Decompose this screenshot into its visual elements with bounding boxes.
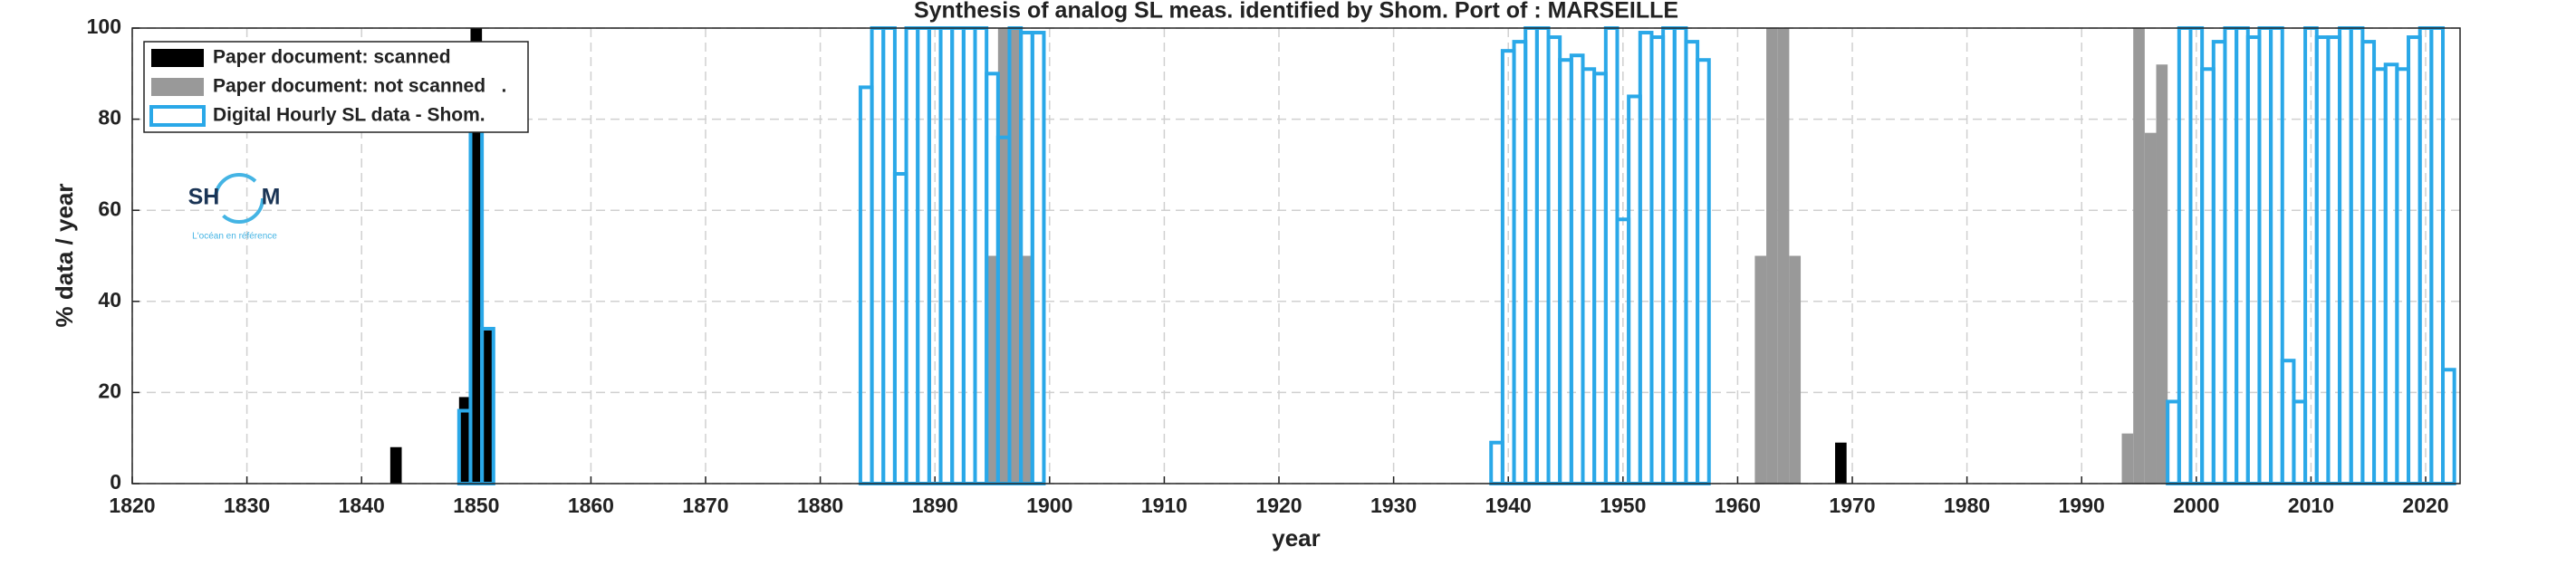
logo-tagline: L'océan en référence [192, 232, 277, 242]
y-tick-label: 60 [98, 197, 121, 220]
bar [1021, 255, 1033, 484]
legend-swatch [151, 49, 204, 67]
x-tick-label: 1840 [339, 494, 385, 517]
x-tick-label: 2000 [2173, 494, 2219, 517]
x-tick-label: 1940 [1485, 494, 1532, 517]
bar [2156, 64, 2168, 484]
axes-frame [131, 27, 2461, 484]
bar [389, 446, 402, 484]
x-tick-label: 1850 [453, 494, 499, 517]
legend-label: Paper document: not scanned . [213, 76, 506, 97]
y-tick-label: 20 [98, 379, 121, 402]
y-tick-label: 80 [98, 106, 121, 130]
x-tick-label: 1860 [568, 494, 614, 517]
y-tick-label: 40 [98, 288, 121, 312]
logo-text: M [262, 185, 281, 210]
bar [482, 328, 494, 484]
bar [458, 397, 471, 484]
x-tick-label: 1950 [1600, 494, 1646, 517]
legend-swatch [151, 78, 204, 96]
logo: SH M L'océan en référence [188, 173, 281, 242]
x-tick-label: 2010 [2288, 494, 2334, 517]
bar [986, 255, 998, 484]
logo-text: SH [188, 185, 220, 210]
x-tick-label: 1900 [1026, 494, 1072, 517]
x-tick-label: 1820 [109, 494, 155, 517]
x-tick-label: 1970 [1829, 494, 1875, 517]
x-tick-label: 1930 [1370, 494, 1417, 517]
x-tick-label: 1980 [1944, 494, 1990, 517]
x-tick-label: 1990 [2059, 494, 2105, 517]
bar [1009, 28, 1022, 484]
bar [1766, 28, 1778, 484]
legend: Paper document: scanned Paper document: n… [143, 41, 529, 133]
x-tick-label: 1890 [912, 494, 958, 517]
x-tick-label: 2020 [2402, 494, 2448, 517]
bar [1835, 442, 1847, 484]
bar [470, 28, 483, 484]
y-tick-label: 0 [110, 470, 121, 494]
x-axis-label: year [1272, 524, 1321, 552]
plot-area [131, 26, 2461, 486]
bar [2133, 28, 2145, 484]
bar [997, 28, 1010, 484]
logo-ring [214, 173, 264, 224]
bar [2144, 132, 2157, 484]
legend-label: Paper document: scanned [213, 47, 451, 68]
y-tick-label: 100 [87, 14, 121, 38]
legend-swatch [149, 105, 206, 127]
x-tick-label: 1920 [1255, 494, 1302, 517]
bar [1754, 255, 1767, 484]
bar [2121, 433, 2134, 484]
chart-title: Synthesis of analog SL meas. identified … [914, 0, 1678, 24]
x-tick-label: 1880 [797, 494, 843, 517]
x-tick-label: 1870 [682, 494, 728, 517]
x-tick-label: 1830 [224, 494, 270, 517]
x-tick-label: 1910 [1141, 494, 1187, 517]
legend-box [143, 41, 529, 133]
bar [1789, 255, 1802, 484]
legend-label: Digital Hourly SL data - Shom. [213, 105, 485, 126]
x-tick-label: 1960 [1715, 494, 1761, 517]
y-axis-label: % data / year [51, 184, 78, 328]
bar [1777, 28, 1790, 484]
